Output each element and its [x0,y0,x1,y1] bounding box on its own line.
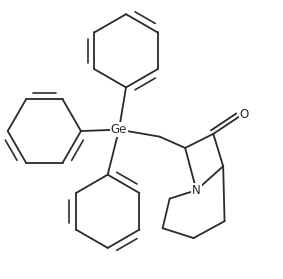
Text: O: O [240,108,249,121]
Text: N: N [192,184,201,197]
Text: Ge: Ge [111,123,127,136]
